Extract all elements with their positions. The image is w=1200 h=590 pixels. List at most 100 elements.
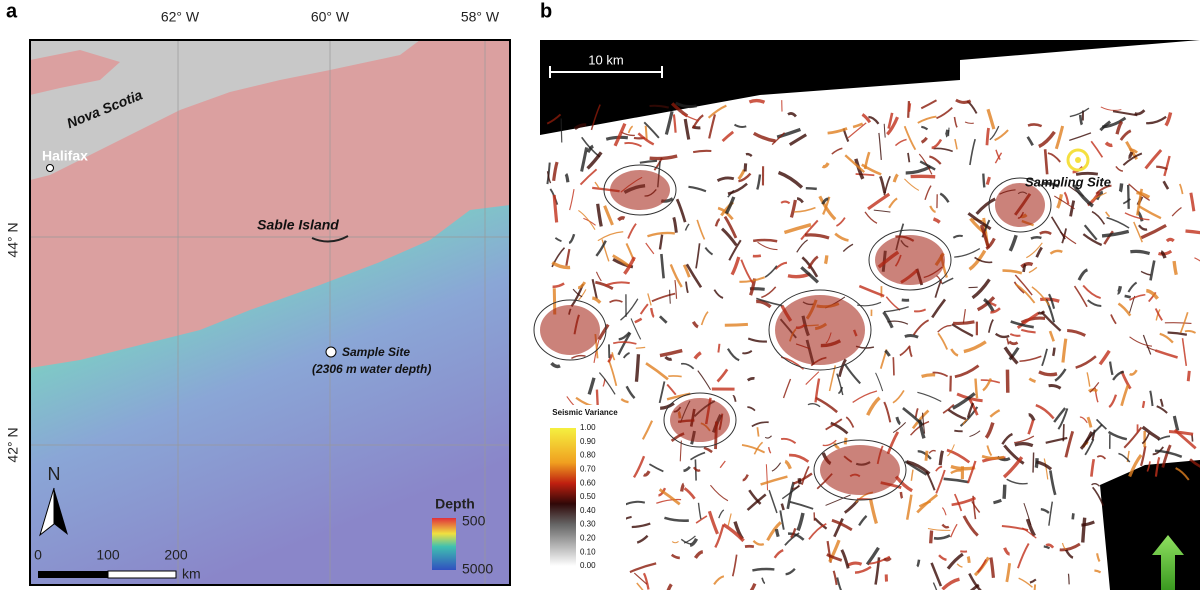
texture-stroke xyxy=(632,455,646,478)
texture-stroke xyxy=(546,171,552,184)
texture-stroke xyxy=(1138,205,1162,220)
texture-stroke xyxy=(607,353,614,364)
texture-stroke xyxy=(1095,418,1108,430)
texture-stroke xyxy=(620,298,639,321)
texture-stroke xyxy=(938,554,947,561)
texture-stroke xyxy=(933,534,951,540)
texture-stroke xyxy=(1071,513,1075,520)
texture-stroke xyxy=(598,372,616,395)
panel-label: b xyxy=(540,0,552,22)
texture-stroke xyxy=(1028,413,1036,422)
texture-stroke xyxy=(1112,370,1124,381)
texture-stroke xyxy=(904,178,920,191)
texture-stroke xyxy=(669,264,683,288)
texture-stroke xyxy=(1103,230,1114,245)
texture-stroke xyxy=(1029,578,1037,584)
texture-stroke xyxy=(645,242,655,255)
texture-stroke xyxy=(784,532,800,546)
texture-stroke xyxy=(952,392,976,410)
texture-stroke xyxy=(908,346,913,358)
texture-stroke xyxy=(874,557,881,585)
texture-stroke xyxy=(693,549,704,559)
texture-stroke xyxy=(674,280,678,299)
texture-stroke xyxy=(1159,398,1164,407)
texture-stroke xyxy=(1172,415,1180,431)
texture-stroke xyxy=(756,299,772,309)
texture-stroke xyxy=(1086,416,1093,428)
scale-tick: 0 xyxy=(34,547,42,563)
texture-stroke xyxy=(564,173,570,183)
texture-stroke xyxy=(950,348,959,357)
texture-stroke xyxy=(672,216,678,233)
texture-stroke xyxy=(707,510,719,535)
texture-stroke xyxy=(560,118,563,143)
texture-stroke xyxy=(1107,430,1128,441)
texture-stroke xyxy=(689,537,699,547)
texture-stroke xyxy=(753,441,764,455)
texture-stroke xyxy=(966,460,977,484)
texture-stroke xyxy=(738,172,752,183)
texture-stroke xyxy=(786,481,795,510)
texture-stroke xyxy=(947,408,967,421)
texture-stroke xyxy=(658,234,664,250)
texture-stroke xyxy=(921,373,936,379)
texture-stroke xyxy=(668,375,682,378)
texture-stroke xyxy=(930,562,943,587)
texture-stroke xyxy=(578,209,596,230)
texture-stroke xyxy=(952,320,975,325)
texture-stroke xyxy=(1096,455,1107,460)
texture-stroke xyxy=(882,311,894,329)
texture-stroke xyxy=(634,317,643,324)
texture-blob xyxy=(775,295,865,365)
texture-stroke xyxy=(883,123,886,138)
texture-stroke xyxy=(821,197,829,205)
texture-stroke xyxy=(1009,333,1021,337)
bay xyxy=(30,50,120,95)
texture-stroke xyxy=(1149,260,1156,281)
texture-stroke xyxy=(776,127,801,139)
texture-stroke xyxy=(1014,442,1034,448)
texture-stroke xyxy=(605,135,629,141)
texture-stroke xyxy=(1127,281,1138,293)
texture-ring xyxy=(768,289,872,371)
texture-ring xyxy=(663,392,737,448)
texture-stroke xyxy=(704,246,714,256)
texture-stroke xyxy=(854,158,865,180)
texture-stroke xyxy=(858,515,868,527)
texture-stroke xyxy=(1003,346,1019,365)
texture-stroke xyxy=(773,548,784,559)
texture-stroke xyxy=(756,427,760,437)
texture-stroke xyxy=(954,429,963,433)
texture-stroke xyxy=(861,163,882,176)
texture-stroke xyxy=(1067,573,1070,585)
texture-stroke xyxy=(1015,283,1036,304)
texture-stroke xyxy=(741,444,766,454)
texture-stroke xyxy=(742,474,749,482)
texture-stroke xyxy=(892,173,899,183)
texture-stroke xyxy=(721,130,735,142)
texture-stroke xyxy=(1091,192,1107,201)
texture-stroke xyxy=(1083,224,1098,241)
texture-stroke xyxy=(843,363,861,385)
texture-stroke xyxy=(617,332,632,356)
legend-label: 0.90 xyxy=(580,437,596,446)
texture-stroke xyxy=(572,288,583,298)
texture-stroke xyxy=(1031,286,1051,306)
texture-blob xyxy=(820,445,900,495)
texture-stroke xyxy=(932,582,938,590)
texture-stroke xyxy=(1079,431,1094,450)
texture-stroke xyxy=(883,401,892,423)
texture-stroke xyxy=(975,197,996,215)
texture-stroke xyxy=(636,534,649,544)
texture-stroke xyxy=(804,233,830,240)
scale-tick: 200 xyxy=(164,547,188,563)
texture-stroke xyxy=(941,523,950,529)
texture-stroke xyxy=(789,500,814,510)
texture-stroke xyxy=(639,303,649,315)
texture-stroke xyxy=(609,299,623,304)
texture-stroke xyxy=(1063,191,1070,205)
texture-stroke xyxy=(1072,184,1094,208)
texture-stroke xyxy=(1077,268,1089,281)
texture-stroke xyxy=(878,132,882,160)
